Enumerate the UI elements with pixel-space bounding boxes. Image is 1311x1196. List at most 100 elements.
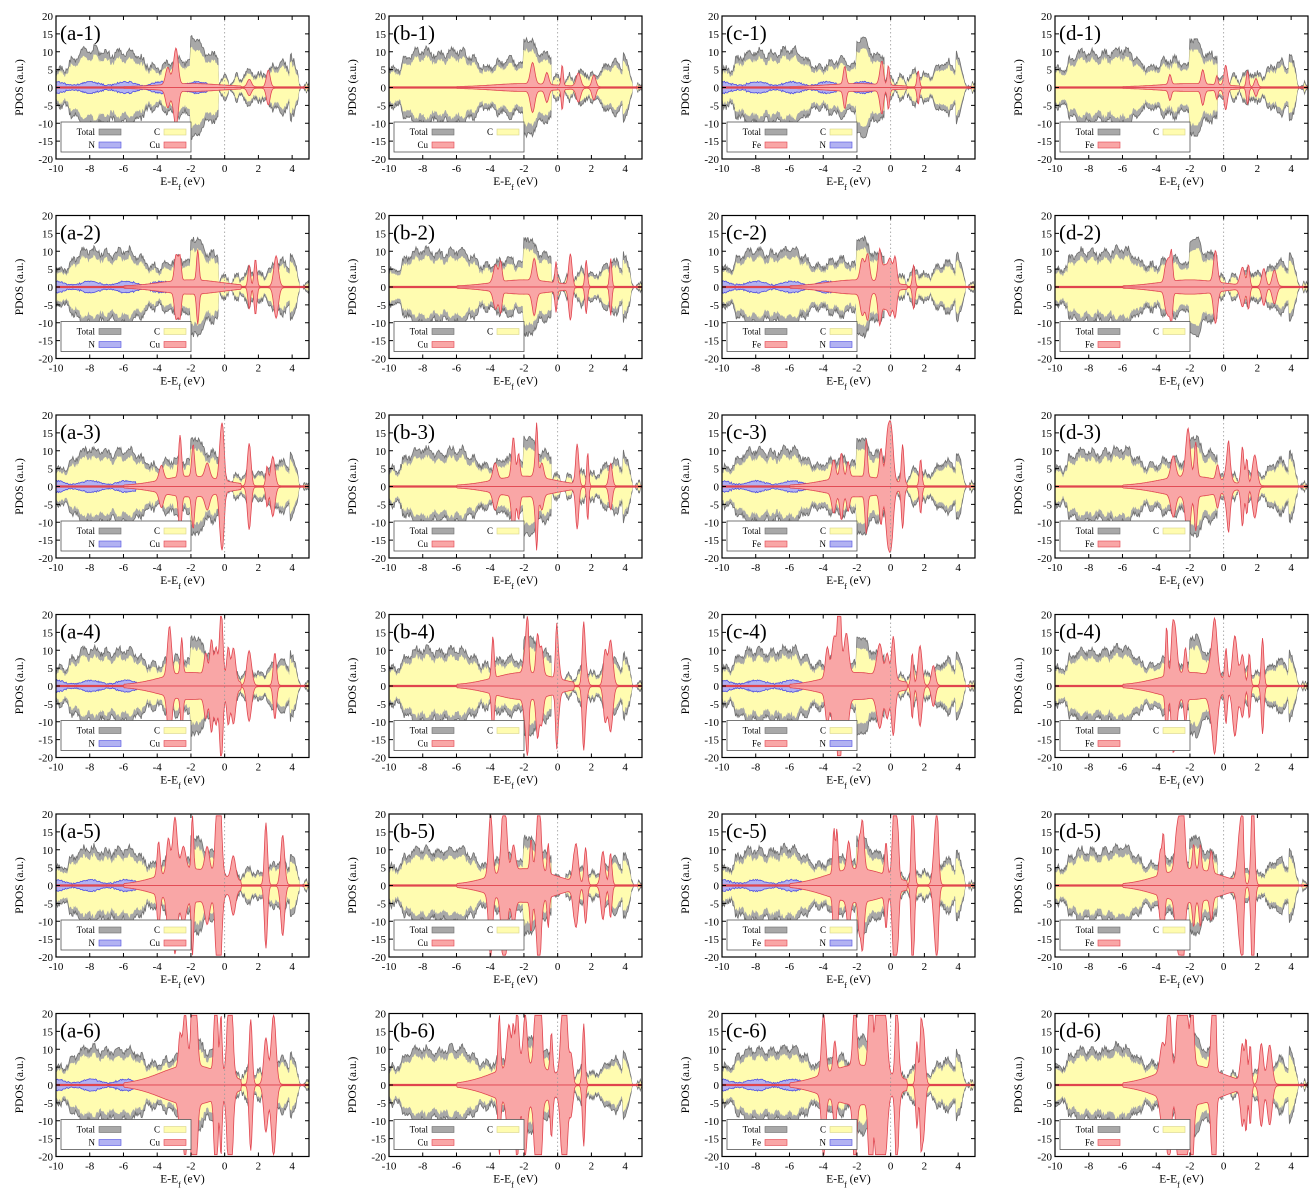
legend-label: C	[820, 526, 826, 536]
legend: Total C Fe	[1059, 520, 1191, 552]
x-tick-label: 2	[1255, 1161, 1261, 1173]
x-tick-label: 2	[589, 163, 595, 175]
panel-label: (d-1)	[1059, 21, 1101, 45]
x-tick-label: -6	[1118, 762, 1128, 774]
x-tick-label: -8	[751, 363, 761, 375]
legend-label: N	[89, 938, 96, 948]
legend-label: N	[89, 1138, 96, 1148]
y-tick-label: 10	[1041, 845, 1053, 857]
metal-series-up	[1055, 616, 1308, 687]
metal-series-up	[722, 1014, 975, 1086]
y-tick-label: 15	[42, 428, 54, 440]
y-tick-label: -15	[371, 336, 386, 348]
y-tick-label: 20	[375, 410, 387, 422]
y-tick-label: 15	[42, 627, 54, 639]
y-tick-label: 15	[708, 428, 720, 440]
x-tick-label: -4	[153, 363, 163, 375]
x-tick-label: 4	[289, 163, 295, 175]
carbon-series-up	[1055, 48, 1308, 89]
panel-label: (b-2)	[393, 221, 435, 245]
y-tick-label: -5	[1043, 300, 1053, 312]
metal-series-down	[1055, 685, 1308, 756]
y-tick-label: 20	[42, 410, 54, 422]
y-tick-label: -10	[371, 118, 386, 130]
legend-label: C	[1153, 726, 1159, 736]
y-tick-label: -5	[377, 300, 387, 312]
y-axis-label: PDOS (a.u.)	[347, 458, 359, 515]
y-tick-label: -10	[38, 916, 53, 928]
metal-series-up	[1055, 1014, 1308, 1086]
y-tick-label: -10	[1037, 118, 1052, 130]
y-tick-label: -5	[44, 499, 54, 511]
y-tick-label: -10	[1037, 517, 1052, 529]
x-axis-label: E-Ef (eV)	[1159, 775, 1204, 791]
legend-swatch	[163, 939, 187, 947]
y-axis-label: PDOS (a.u.)	[1013, 857, 1025, 914]
y-tick-label: 10	[375, 645, 387, 657]
legend: Total C Fe N	[726, 720, 858, 751]
legend-label: N	[89, 140, 96, 150]
x-tick-label: 4	[622, 163, 628, 175]
y-tick-label: 15	[708, 1026, 720, 1038]
legend: Total C N Cu	[60, 321, 192, 352]
y-tick-label: -10	[704, 318, 719, 330]
y-tick-label: 15	[375, 627, 387, 639]
legend-label: C	[487, 526, 493, 536]
x-tick-label: -2	[1185, 363, 1194, 375]
carbon-series-down	[389, 684, 642, 726]
panel-label: (b-6)	[393, 1019, 435, 1043]
legend-label: Total	[1076, 726, 1095, 736]
legend-label: Cu	[149, 340, 160, 350]
y-tick-label: 20	[1041, 11, 1053, 23]
legend-swatch	[829, 540, 853, 548]
x-axis-label: E-Ef (eV)	[826, 376, 871, 392]
x-tick-label: 4	[955, 1161, 961, 1173]
legend-swatch	[163, 527, 187, 535]
legend-swatch	[764, 128, 788, 136]
y-tick-label: 0	[714, 1080, 720, 1092]
legend-label: C	[1153, 925, 1159, 935]
y-tick-label: -5	[710, 898, 720, 910]
x-tick-label: -2	[186, 363, 195, 375]
y-tick-label: 20	[708, 809, 720, 821]
x-tick-label: 2	[1255, 562, 1261, 574]
x-tick-label: -6	[1118, 562, 1128, 574]
legend-label: C	[820, 1125, 826, 1135]
x-tick-label: 0	[555, 762, 561, 774]
x-tick-label: -8	[751, 961, 761, 973]
legend: Total C Cu	[393, 121, 525, 153]
legend-label: Total	[743, 726, 762, 736]
y-tick-label: -15	[1037, 535, 1052, 547]
legend-swatch	[431, 540, 455, 548]
metal-series-up	[389, 253, 642, 288]
legend-label: Cu	[417, 340, 428, 350]
y-tick-label: 10	[42, 246, 54, 258]
x-tick-label: 4	[1288, 163, 1294, 175]
legend-swatch	[764, 926, 788, 934]
x-tick-label: 0	[888, 762, 894, 774]
panel-label: (a-6)	[60, 1019, 101, 1043]
metal-series-up	[389, 616, 642, 687]
x-axis-label: E-Ef (eV)	[160, 1174, 205, 1190]
x-tick-label: -2	[1185, 762, 1194, 774]
legend-label: Cu	[417, 1138, 428, 1148]
y-tick-label: 0	[1047, 482, 1053, 494]
y-axis-label: PDOS (a.u.)	[1013, 259, 1025, 316]
legend-box	[393, 919, 525, 951]
legend-swatch	[431, 926, 455, 934]
legend-label: Fe	[752, 1138, 761, 1148]
x-tick-label: 0	[1221, 961, 1227, 973]
y-tick-label: -10	[38, 318, 53, 330]
y-axis-label: PDOS (a.u.)	[347, 259, 359, 316]
metal-series-down	[56, 286, 309, 325]
panel-label: (a-5)	[60, 819, 101, 843]
y-axis-label: PDOS (a.u.)	[680, 259, 692, 316]
metal-series-down	[389, 486, 642, 551]
carbon-series-up	[1055, 645, 1308, 687]
x-tick-label: 4	[1288, 1161, 1294, 1173]
y-tick-label: -10	[1037, 717, 1052, 729]
x-tick-label: -4	[486, 762, 496, 774]
x-tick-label: -2	[186, 163, 195, 175]
y-tick-label: -20	[38, 553, 53, 565]
